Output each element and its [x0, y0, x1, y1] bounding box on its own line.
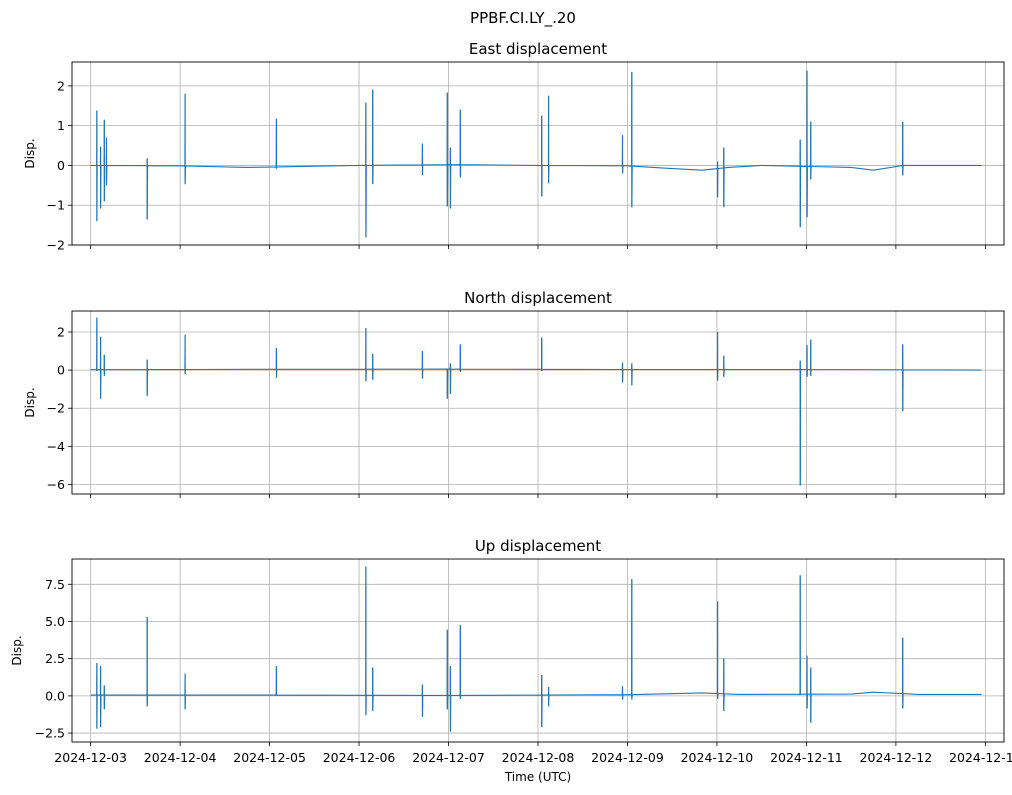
x-tick-label: 2024-12-11: [770, 750, 843, 765]
series-line: [90, 317, 982, 486]
x-tick-label: 2024-12-05: [233, 750, 306, 765]
x-tick-label: 2024-12-06: [323, 750, 396, 765]
y-tick-label: 2: [57, 324, 65, 339]
y-axis-label: Disp.: [10, 635, 24, 665]
subplot-0: 2 1 0 −1 −2 East displacement Disp.: [23, 40, 1005, 253]
subplot-title: North displacement: [464, 289, 612, 307]
y-axis-label: Disp.: [23, 138, 37, 168]
y-tick-label: 5.0: [45, 614, 65, 629]
x-tick-label: 2024-12-04: [144, 750, 217, 765]
y-tick-label: −2.5: [35, 726, 65, 741]
y-tick-label: 0: [57, 158, 65, 173]
x-tick-label: 2024-12-12: [860, 750, 933, 765]
x-tick-label: 2024-12-08: [502, 750, 575, 765]
subplot-panels: 2 1 0 −1 −2 East displacement Disp. 2 0 −2 −4 −6 Nor…: [10, 40, 1012, 765]
x-tick-label: 2024-12-10: [681, 750, 754, 765]
y-tick-label: −1: [47, 198, 65, 213]
y-tick-label: 7.5: [45, 577, 65, 592]
y-tick-label: −6: [47, 477, 65, 492]
subplot-title: Up displacement: [475, 537, 601, 555]
subplot-2: 7.5 5.0 2.5 0.0 −2.5 2024-12-03 2024-12-04 2024…: [10, 537, 1012, 765]
x-axis-label: Time (UTC): [504, 770, 571, 784]
y-tick-label: 0: [57, 363, 65, 378]
y-tick-label: −2: [47, 401, 65, 416]
x-tick-label: 2024-12-03: [54, 750, 127, 765]
y-tick-label: 2.5: [45, 651, 65, 666]
y-tick-label: 2: [57, 78, 65, 93]
figure-suptitle: PPBF.CI.LY_.20: [470, 9, 576, 28]
subplot-title: East displacement: [469, 40, 607, 58]
x-tick-label: 2024-12-07: [412, 750, 485, 765]
y-tick-label: 0.0: [45, 688, 65, 703]
y-tick-label: 1: [57, 118, 65, 133]
subplot-1: 2 0 −2 −4 −6 North displacement Disp.: [23, 289, 1005, 498]
x-tick-label: 2024-12-09: [591, 750, 664, 765]
x-tick-label: 2024-12-13: [949, 750, 1012, 765]
series-line: [90, 70, 982, 238]
series-line: [90, 566, 982, 732]
y-axis-label: Disp.: [23, 387, 37, 417]
y-tick-label: −2: [47, 238, 65, 253]
y-tick-label: −4: [47, 439, 65, 454]
